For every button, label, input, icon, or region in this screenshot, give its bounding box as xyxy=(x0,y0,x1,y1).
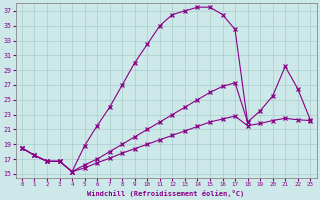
X-axis label: Windchill (Refroidissement éolien,°C): Windchill (Refroidissement éolien,°C) xyxy=(87,190,245,197)
